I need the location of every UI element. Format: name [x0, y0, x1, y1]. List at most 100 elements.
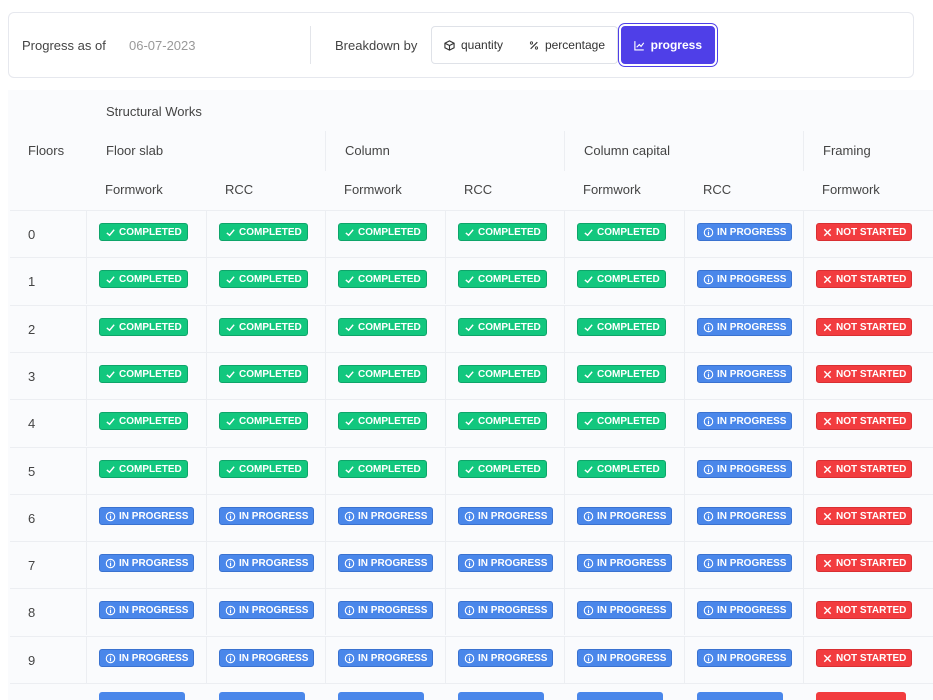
- icon: [703, 227, 714, 237]
- v-line: [325, 541, 326, 588]
- status-badge: IN PROGRESS: [697, 554, 793, 572]
- icon: [823, 559, 832, 567]
- floor-label: 2: [28, 322, 36, 337]
- status-badge: COMPLETED: [338, 412, 427, 430]
- status-badge: COMPLETED: [338, 270, 427, 288]
- breakdown-button[interactable]: progress: [621, 26, 715, 64]
- v-line: [445, 588, 446, 635]
- status-badge: IN PROGRESS: [577, 507, 673, 525]
- icon: [106, 370, 115, 378]
- status-text: NOT STARTED: [836, 557, 907, 569]
- status-text: NOT STARTED: [836, 273, 907, 285]
- status-badge: COMPLETED: [458, 223, 547, 241]
- date-label: Progress as of: [22, 38, 106, 53]
- icon: [345, 417, 354, 425]
- clipped-badge: [816, 692, 906, 700]
- status-text: IN PROGRESS: [597, 557, 667, 569]
- icon: [823, 417, 832, 425]
- icon: [225, 653, 236, 663]
- v-line: [803, 305, 804, 352]
- icon: [106, 417, 115, 425]
- v-line: [206, 210, 207, 257]
- status-text: COMPLETED: [239, 226, 302, 238]
- v-line: [445, 541, 446, 588]
- icon: [584, 275, 593, 283]
- status-text: IN PROGRESS: [119, 652, 189, 664]
- status-text: IN PROGRESS: [358, 652, 428, 664]
- status-text: IN PROGRESS: [119, 604, 189, 616]
- v-line: [445, 494, 446, 541]
- v-line: [803, 447, 804, 494]
- status-badge: COMPLETED: [458, 412, 547, 430]
- breakdown-button[interactable]: percentage: [517, 26, 618, 64]
- status-badge: COMPLETED: [338, 460, 427, 478]
- v-line: [445, 305, 446, 352]
- status-text: IN PROGRESS: [717, 510, 787, 522]
- v-line: [325, 257, 326, 304]
- clipped-badge: [219, 692, 305, 700]
- status-badge: IN PROGRESS: [577, 649, 673, 667]
- h-line: [10, 683, 933, 684]
- status-text: IN PROGRESS: [717, 463, 787, 475]
- breakdown-button[interactable]: quantity: [431, 26, 518, 64]
- icon: [529, 40, 539, 50]
- status-text: NOT STARTED: [836, 510, 907, 522]
- status-badge: COMPLETED: [99, 365, 188, 383]
- floor-label: 9: [28, 653, 36, 668]
- status-badge: IN PROGRESS: [577, 554, 673, 572]
- group-header: Column: [345, 143, 390, 158]
- v-line: [206, 352, 207, 399]
- icon: [465, 465, 474, 473]
- status-badge: IN PROGRESS: [697, 318, 793, 336]
- v-line: [206, 588, 207, 635]
- floor-label: 1: [28, 274, 36, 289]
- status-text: IN PROGRESS: [358, 510, 428, 522]
- icon: [345, 465, 354, 473]
- date-input[interactable]: 06-07-2023: [129, 38, 196, 53]
- status-text: IN PROGRESS: [597, 604, 667, 616]
- clipped-badge: [697, 692, 783, 700]
- status-text: COMPLETED: [358, 463, 421, 475]
- icon: [464, 605, 475, 615]
- status-badge: IN PROGRESS: [338, 649, 434, 667]
- status-text: COMPLETED: [119, 226, 182, 238]
- status-text: NOT STARTED: [836, 652, 907, 664]
- v-line: [445, 257, 446, 304]
- status-badge: NOT STARTED: [816, 460, 913, 478]
- clipped-badge: [577, 692, 663, 700]
- status-badge: NOT STARTED: [816, 270, 913, 288]
- status-text: COMPLETED: [478, 273, 541, 285]
- icon: [583, 653, 594, 663]
- icon: [106, 323, 115, 331]
- v-line: [684, 399, 685, 446]
- status-badge: NOT STARTED: [816, 365, 913, 383]
- status-badge: IN PROGRESS: [697, 412, 793, 430]
- v-line: [325, 447, 326, 494]
- h-line: [10, 352, 933, 353]
- h-line: [10, 541, 933, 542]
- icon: [225, 511, 236, 521]
- v-line: [445, 210, 446, 257]
- v-line: [564, 447, 565, 494]
- column-header: Formwork: [583, 182, 641, 197]
- icon: [703, 558, 714, 568]
- icon: [823, 370, 832, 378]
- h-line: [10, 636, 933, 637]
- status-text: IN PROGRESS: [478, 557, 548, 569]
- status-badge: IN PROGRESS: [338, 554, 434, 572]
- status-text: NOT STARTED: [836, 321, 907, 333]
- status-text: NOT STARTED: [836, 604, 907, 616]
- status-text: COMPLETED: [119, 368, 182, 380]
- status-badge: COMPLETED: [219, 270, 308, 288]
- status-badge: IN PROGRESS: [458, 554, 554, 572]
- v-line: [684, 210, 685, 257]
- icon: [465, 323, 474, 331]
- v-line: [206, 257, 207, 304]
- floor-label: 8: [28, 605, 36, 620]
- v-line: [684, 305, 685, 352]
- status-text: COMPLETED: [597, 273, 660, 285]
- v-line: [684, 541, 685, 588]
- status-text: NOT STARTED: [836, 415, 907, 427]
- status-badge: IN PROGRESS: [219, 601, 315, 619]
- status-text: IN PROGRESS: [717, 321, 787, 333]
